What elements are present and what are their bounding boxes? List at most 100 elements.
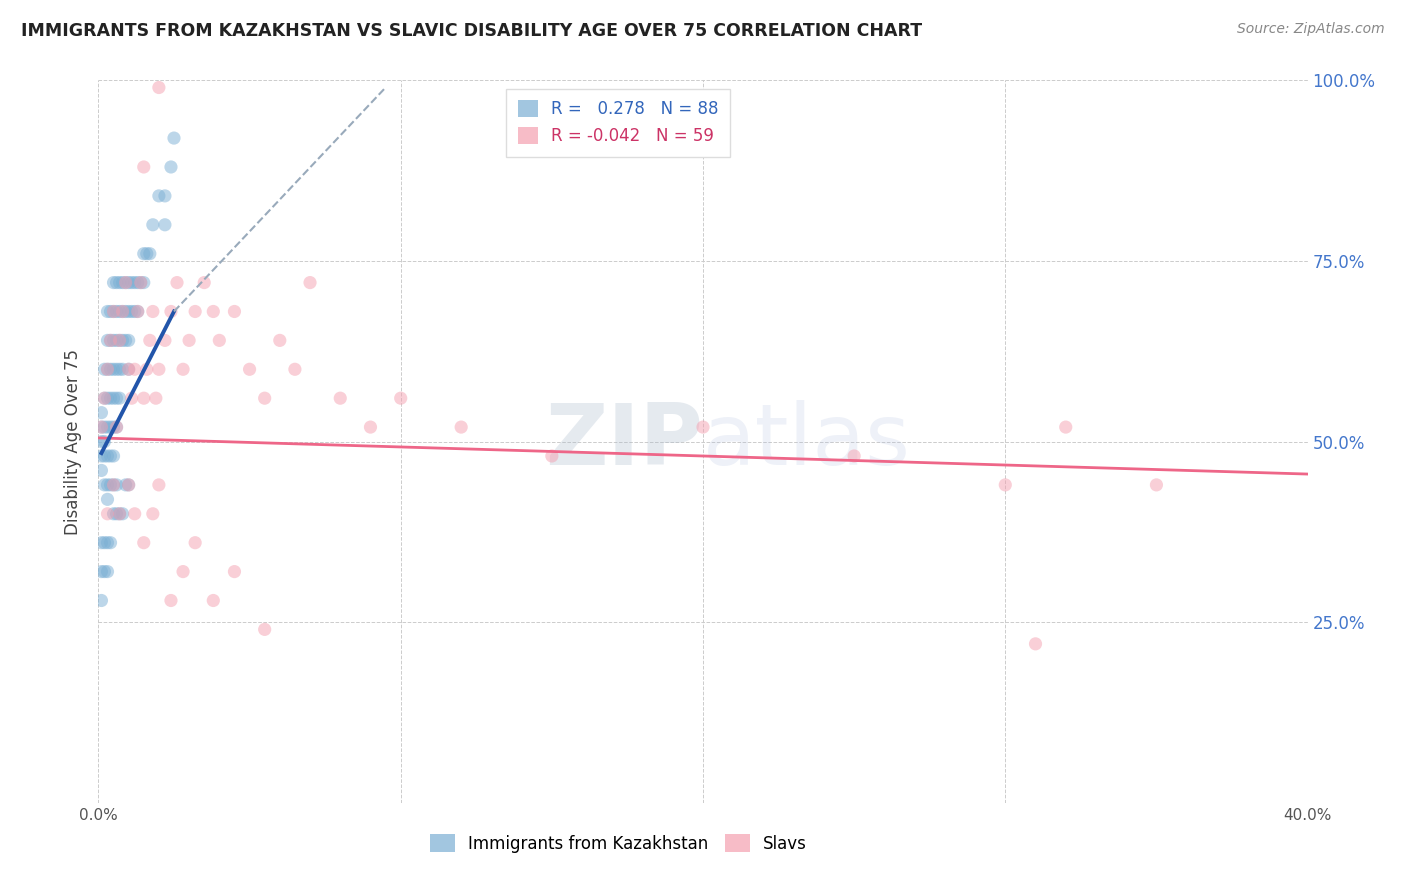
Point <box>121 276 143 290</box>
Point <box>93 535 115 549</box>
Text: IMMIGRANTS FROM KAZAKHSTAN VS SLAVIC DISABILITY AGE OVER 75 CORRELATION CHART: IMMIGRANTS FROM KAZAKHSTAN VS SLAVIC DIS… <box>21 22 922 40</box>
Point <box>139 246 162 260</box>
Point <box>142 304 165 318</box>
Legend: Immigrants from Kazakhstan, Slavs: Immigrants from Kazakhstan, Slavs <box>423 828 814 860</box>
Point <box>90 535 112 549</box>
Point <box>93 420 115 434</box>
Point <box>100 420 122 434</box>
Point <box>160 304 183 318</box>
Point <box>148 189 170 203</box>
Point <box>127 304 149 318</box>
Y-axis label: Disability Age Over 75: Disability Age Over 75 <box>65 349 83 534</box>
Point <box>114 304 136 318</box>
Point <box>103 276 125 290</box>
Point <box>239 362 262 376</box>
Point <box>132 276 155 290</box>
Point <box>90 434 112 449</box>
Point <box>96 507 118 521</box>
Point <box>160 593 183 607</box>
Point <box>208 334 231 348</box>
Point <box>114 334 136 348</box>
Point <box>450 420 472 434</box>
Point <box>90 463 112 477</box>
Point <box>103 478 125 492</box>
Point <box>202 593 225 607</box>
Point <box>103 449 125 463</box>
Point <box>96 362 118 376</box>
Point <box>184 535 207 549</box>
Point <box>118 478 141 492</box>
Point <box>224 565 246 579</box>
Point <box>153 334 176 348</box>
Point <box>108 507 131 521</box>
Point <box>118 362 141 376</box>
Point <box>105 478 128 492</box>
Point <box>329 391 352 405</box>
Point <box>96 334 118 348</box>
Point <box>132 160 155 174</box>
Point <box>692 420 714 434</box>
Point <box>111 362 134 376</box>
Point <box>389 391 412 405</box>
Point <box>100 478 122 492</box>
Point <box>100 362 122 376</box>
Point <box>100 304 122 318</box>
Point <box>105 334 128 348</box>
Point <box>118 362 141 376</box>
Point <box>148 478 170 492</box>
Text: ZIP: ZIP <box>546 400 703 483</box>
Point <box>108 276 131 290</box>
Point <box>108 362 131 376</box>
Point <box>93 391 115 405</box>
Point <box>118 478 141 492</box>
Point <box>994 478 1017 492</box>
Point <box>129 276 152 290</box>
Point <box>179 334 201 348</box>
Point <box>108 334 131 348</box>
Point <box>360 420 382 434</box>
Point <box>103 420 125 434</box>
Point <box>108 334 131 348</box>
Point <box>90 420 112 434</box>
Point <box>145 391 167 405</box>
Point <box>105 420 128 434</box>
Point <box>96 478 118 492</box>
Point <box>108 507 131 521</box>
Point <box>844 449 866 463</box>
Point <box>124 304 146 318</box>
Point <box>103 304 125 318</box>
Point <box>114 276 136 290</box>
Point <box>299 276 322 290</box>
Point <box>121 391 143 405</box>
Point <box>253 391 276 405</box>
Point <box>100 391 122 405</box>
Point <box>121 304 143 318</box>
Point <box>114 478 136 492</box>
Point <box>540 449 562 463</box>
Point <box>153 218 176 232</box>
Point <box>96 492 118 507</box>
Point <box>96 304 118 318</box>
Point <box>132 246 155 260</box>
Point <box>184 304 207 318</box>
Point <box>269 334 291 348</box>
Point <box>105 276 128 290</box>
Point <box>93 478 115 492</box>
Point <box>103 304 125 318</box>
Point <box>93 449 115 463</box>
Point <box>114 276 136 290</box>
Point <box>96 391 118 405</box>
Point <box>93 391 115 405</box>
Text: Source: ZipAtlas.com: Source: ZipAtlas.com <box>1237 22 1385 37</box>
Point <box>96 449 118 463</box>
Point <box>96 420 118 434</box>
Point <box>111 334 134 348</box>
Point <box>108 391 131 405</box>
Point <box>193 276 215 290</box>
Point <box>124 362 146 376</box>
Point <box>90 406 112 420</box>
Point <box>105 420 128 434</box>
Point <box>124 507 146 521</box>
Point <box>142 218 165 232</box>
Point <box>118 334 141 348</box>
